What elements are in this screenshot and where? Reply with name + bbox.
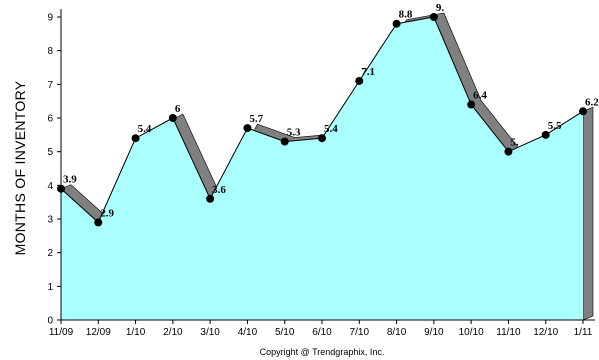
y-axis-title: MONTHS OF INVENTORY [12, 80, 28, 255]
data-label: 9. [436, 2, 445, 14]
x-tick-label: 11/09 [49, 327, 74, 338]
y-tick-label: 2 [47, 248, 53, 259]
x-tick-label: 12/10 [533, 327, 558, 338]
data-point [392, 19, 401, 28]
data-point [94, 218, 103, 227]
data-label: 6 [175, 103, 181, 115]
x-tick-label: 12/09 [86, 327, 111, 338]
data-point [429, 13, 438, 21]
data-point [355, 76, 364, 85]
data-label: 2.9 [100, 207, 114, 219]
x-tick-label: 11/10 [496, 327, 521, 338]
area-fill [61, 17, 583, 320]
data-label: 5.7 [249, 113, 263, 125]
data-point [57, 184, 65, 193]
x-tick-label: 2/10 [163, 327, 183, 338]
y-tick-label: 1 [47, 282, 53, 293]
data-label: 5.4 [324, 123, 338, 135]
x-tick-label: 6/10 [312, 327, 332, 338]
y-tick-label: 9 [47, 13, 53, 24]
axes-layer [57, 9, 595, 324]
data-point [131, 134, 140, 143]
y-tick-label: 6 [47, 114, 53, 125]
data-point [579, 107, 587, 116]
y-tick-label: 4 [47, 181, 53, 192]
y-tick-label: 5 [47, 147, 53, 158]
data-point [318, 134, 326, 143]
copyright-text: Copyright @ Trendgraphix, Inc. [260, 347, 385, 357]
marks-layer [57, 13, 587, 227]
data-label: 5. [510, 137, 519, 149]
y-tick-label: 3 [47, 215, 53, 226]
data-point [168, 114, 177, 122]
text-layer: 0 1 2 3 4 5 6 7 8 9 11/09 12/09 1/10 2/10 3/10 4/10 5/10… [47, 2, 599, 338]
data-label: 5.3 [287, 127, 301, 139]
data-label: 8.8 [399, 9, 413, 21]
data-label: 3.9 [63, 174, 77, 186]
area-layer [61, 17, 583, 320]
x-tick-label: 5/10 [275, 327, 295, 338]
area-side-face [582, 106, 594, 321]
data-label: 6.4 [473, 90, 487, 102]
x-tick-label: 9/10 [424, 327, 444, 338]
x-tick-label: 1/11 [574, 327, 593, 338]
data-label: 5.5 [548, 120, 562, 132]
data-point [243, 124, 252, 133]
x-tick-label: 3/10 [200, 327, 220, 338]
y-tick-label: 7 [47, 80, 53, 91]
x-tick-label: 8/10 [387, 327, 407, 338]
y-tick-label: 8 [47, 46, 53, 57]
x-tick-label: 7/10 [350, 327, 370, 338]
data-point [206, 194, 215, 203]
data-label: 3.6 [212, 184, 226, 196]
data-label: 5.4 [138, 123, 152, 135]
x-tick-label: 4/10 [238, 327, 258, 338]
x-tick-label: 10/10 [459, 327, 484, 338]
data-point [467, 100, 476, 109]
data-point [541, 130, 550, 139]
data-label: 7.1 [361, 66, 375, 78]
x-tick-label: 1/10 [126, 327, 146, 338]
y-tick-label: 0 [47, 316, 53, 327]
data-point [504, 147, 513, 156]
data-point [280, 137, 289, 146]
data-label: 6.2 [585, 96, 599, 108]
